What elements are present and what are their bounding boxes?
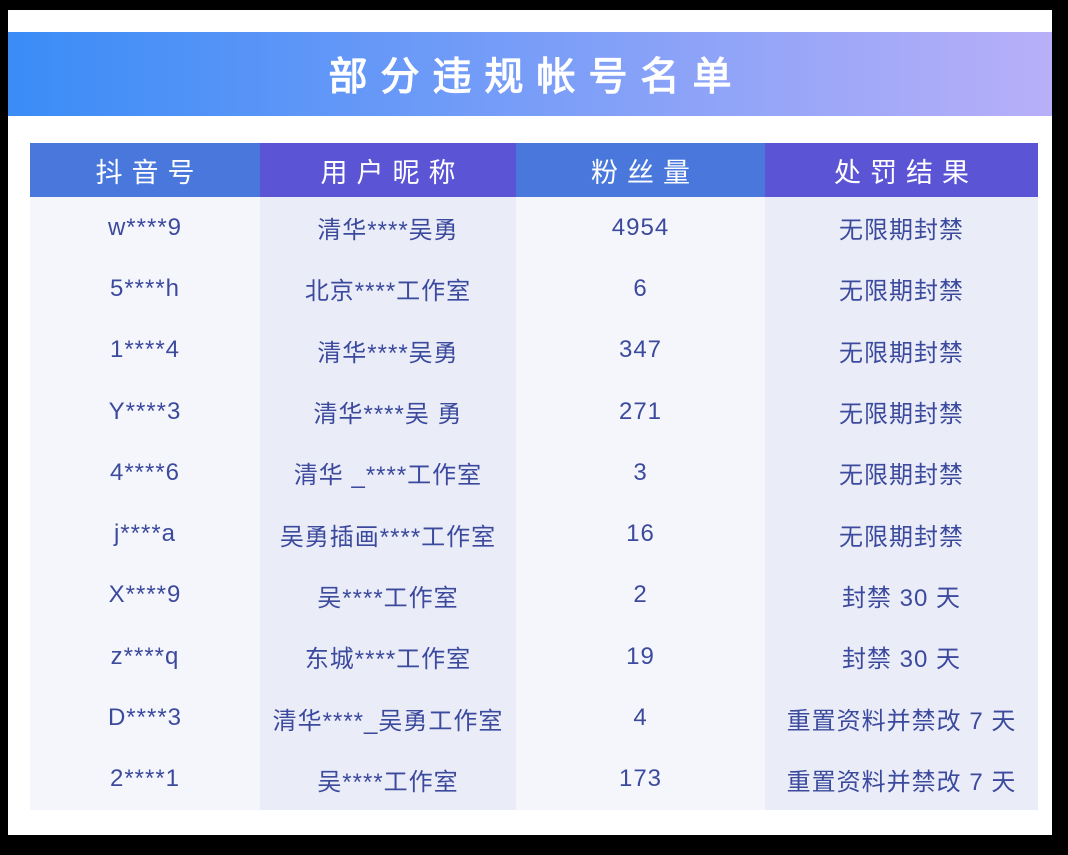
cell-punishment: 封禁 30 天	[765, 564, 1038, 627]
cell-nickname: 清华****吴勇	[260, 319, 516, 381]
cell-douyin-id: Y****3	[30, 380, 260, 443]
cell-fans: 347	[516, 319, 765, 381]
cell-douyin-id: j****a	[30, 503, 260, 565]
cell-punishment: 无限期封禁	[765, 442, 1038, 504]
header-cell-nickname: 用户昵称	[260, 143, 516, 197]
table-row: Y****3 清华****吴 勇 271 无限期封禁	[30, 380, 1038, 443]
header-cell-douyin-id: 抖音号	[30, 143, 260, 197]
page-frame: 部分违规帐号名单 抖音号 用户昵称 粉丝量 处罚结果 w****9 清华****…	[8, 10, 1052, 835]
cell-douyin-id: 2****1	[30, 748, 260, 810]
header-cell-fans: 粉丝量	[516, 143, 765, 197]
header-cell-punishment: 处罚结果	[765, 143, 1038, 197]
cell-punishment: 无限期封禁	[765, 503, 1038, 565]
cell-douyin-id: z****q	[30, 626, 260, 688]
cell-nickname: 清华 _****工作室	[260, 442, 516, 504]
cell-fans: 271	[516, 380, 765, 443]
table-header-row: 抖音号 用户昵称 粉丝量 处罚结果	[30, 143, 1038, 197]
table-row: 2****1 吴****工作室 173 重置资料并禁改 7 天	[30, 748, 1038, 810]
table-row: 1****4 清华****吴勇 347 无限期封禁	[30, 319, 1038, 381]
title-banner: 部分违规帐号名单	[8, 32, 1052, 116]
violations-table: 抖音号 用户昵称 粉丝量 处罚结果 w****9 清华****吴勇 4954 无…	[30, 143, 1038, 810]
cell-nickname: 清华****吴勇	[260, 197, 516, 259]
cell-nickname: 吴勇插画****工作室	[260, 503, 516, 565]
cell-punishment: 重置资料并禁改 7 天	[765, 687, 1038, 749]
cell-fans: 173	[516, 748, 765, 810]
cell-fans: 16	[516, 503, 765, 565]
cell-douyin-id: w****9	[30, 197, 260, 259]
cell-punishment: 无限期封禁	[765, 319, 1038, 381]
table-row: X****9 吴****工作室 2 封禁 30 天	[30, 564, 1038, 627]
cell-douyin-id: 4****6	[30, 442, 260, 504]
cell-douyin-id: 5****h	[30, 258, 260, 320]
cell-punishment: 封禁 30 天	[765, 626, 1038, 688]
cell-douyin-id: D****3	[30, 687, 260, 749]
cell-douyin-id: 1****4	[30, 319, 260, 381]
cell-nickname: 东城****工作室	[260, 626, 516, 688]
cell-nickname: 清华****_吴勇工作室	[260, 687, 516, 749]
cell-punishment: 无限期封禁	[765, 258, 1038, 320]
cell-fans: 19	[516, 626, 765, 688]
cell-punishment: 无限期封禁	[765, 197, 1038, 259]
cell-punishment: 无限期封禁	[765, 380, 1038, 443]
cell-fans: 4	[516, 687, 765, 749]
cell-fans: 2	[516, 564, 765, 627]
page-title: 部分违规帐号名单	[328, 56, 745, 99]
cell-nickname: 吴****工作室	[260, 748, 516, 810]
cell-nickname: 北京****工作室	[260, 258, 516, 320]
cell-punishment: 重置资料并禁改 7 天	[765, 748, 1038, 810]
table-row: 4****6 清华 _****工作室 3 无限期封禁	[30, 442, 1038, 504]
cell-fans: 3	[516, 442, 765, 504]
table-row: j****a 吴勇插画****工作室 16 无限期封禁	[30, 503, 1038, 565]
table-row: 5****h 北京****工作室 6 无限期封禁	[30, 258, 1038, 320]
cell-douyin-id: X****9	[30, 564, 260, 627]
cell-fans: 4954	[516, 197, 765, 259]
table-row: D****3 清华****_吴勇工作室 4 重置资料并禁改 7 天	[30, 687, 1038, 749]
table-row: w****9 清华****吴勇 4954 无限期封禁	[30, 197, 1038, 259]
table-row: z****q 东城****工作室 19 封禁 30 天	[30, 626, 1038, 688]
cell-fans: 6	[516, 258, 765, 320]
cell-nickname: 吴****工作室	[260, 564, 516, 627]
table-body: w****9 清华****吴勇 4954 无限期封禁 5****h 北京****…	[30, 197, 1038, 810]
cell-nickname: 清华****吴 勇	[260, 380, 516, 443]
